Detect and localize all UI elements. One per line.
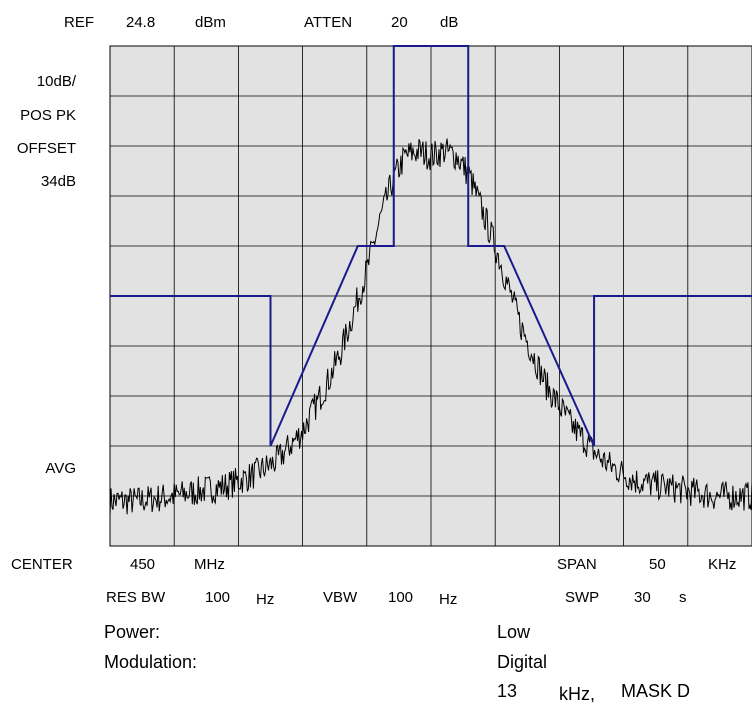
rbw-label: RES BW [106, 589, 166, 606]
swp-label: SWP [565, 589, 600, 606]
detector-label: POS PK [20, 107, 76, 124]
power-label: Power: [104, 622, 161, 642]
swp-unit: s [679, 589, 687, 606]
rbw-value: 100 [205, 589, 231, 606]
modulation-label: Modulation: [104, 652, 198, 672]
vbw-value: 100 [388, 589, 414, 606]
offset-label: OFFSET [16, 140, 76, 157]
avg-label: AVG [45, 460, 76, 477]
atten-value: 20 [391, 14, 408, 31]
spectrum-trace [109, 138, 752, 517]
bandwidth-unit: kHz, [559, 684, 595, 704]
center-unit: MHz [194, 556, 225, 573]
ref-unit: dBm [195, 14, 226, 31]
bandwidth-value: 13 [497, 681, 518, 701]
vbw-label: VBW [323, 589, 358, 606]
vbw-unit: Hz [439, 591, 458, 608]
scale-label: 10dB/ [36, 73, 76, 90]
modulation-value: Digital [497, 652, 548, 672]
span-value: 50 [649, 556, 666, 573]
rbw-unit: Hz [256, 591, 275, 608]
center-label: CENTER [11, 556, 73, 573]
emission-mask [110, 45, 752, 447]
span-unit: KHz [708, 556, 737, 573]
power-value: Low [497, 622, 531, 642]
atten-unit: dB [440, 14, 459, 31]
ref-label: REF [64, 14, 94, 31]
ref-value: 24.8 [126, 14, 156, 31]
offset-value: 34dB [40, 173, 76, 190]
atten-label: ATTEN [304, 14, 353, 31]
swp-value: 30 [634, 589, 651, 606]
span-label: SPAN [557, 556, 597, 573]
mask-label: MASK D [621, 681, 691, 701]
center-value: 450 [130, 556, 156, 573]
